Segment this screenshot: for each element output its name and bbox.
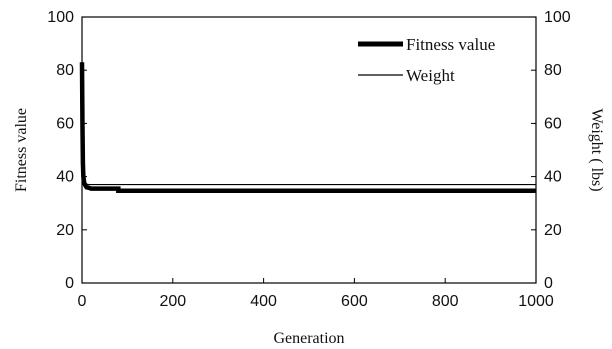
y-tick-label-left: 40: [56, 169, 74, 186]
plot-frame: [81, 16, 537, 284]
series-line-weight: [81, 62, 536, 186]
y-tick-label-right: 40: [544, 169, 562, 186]
legend-label-fitness-value: Fitness value: [406, 35, 495, 54]
x-tick-label: 200: [159, 293, 186, 310]
x-tick-label: 800: [432, 293, 459, 310]
y-tick-label-left: 100: [47, 9, 74, 26]
x-tick-label: 600: [341, 293, 368, 310]
y-tick-label-right: 0: [544, 275, 553, 292]
x-tick-label: 1000: [518, 293, 554, 310]
y-tick-label-left: 0: [65, 275, 74, 292]
x-axis-label: Generation: [273, 330, 344, 347]
x-tick-label: 400: [250, 293, 277, 310]
y-tick-label-left: 60: [56, 115, 74, 132]
y-tick-label-right: 100: [544, 9, 571, 26]
y-axis-label-right: Weight ( lbs): [588, 108, 605, 191]
legend: Fitness value Weight: [358, 35, 495, 85]
y-tick-label-left: 80: [56, 62, 74, 79]
y-tick-label-right: 20: [544, 222, 562, 239]
y-tick-label-left: 20: [56, 222, 74, 239]
y-tick-label-right: 80: [544, 62, 562, 79]
legend-label-weight: Weight: [406, 66, 455, 85]
y-axis-label-left: Fitness value: [13, 108, 30, 192]
x-tick-label: 0: [78, 293, 87, 310]
series-layer: [79, 62, 536, 193]
y-tick-label-right: 60: [544, 115, 562, 132]
series-line-fitness-value: [79, 62, 536, 193]
